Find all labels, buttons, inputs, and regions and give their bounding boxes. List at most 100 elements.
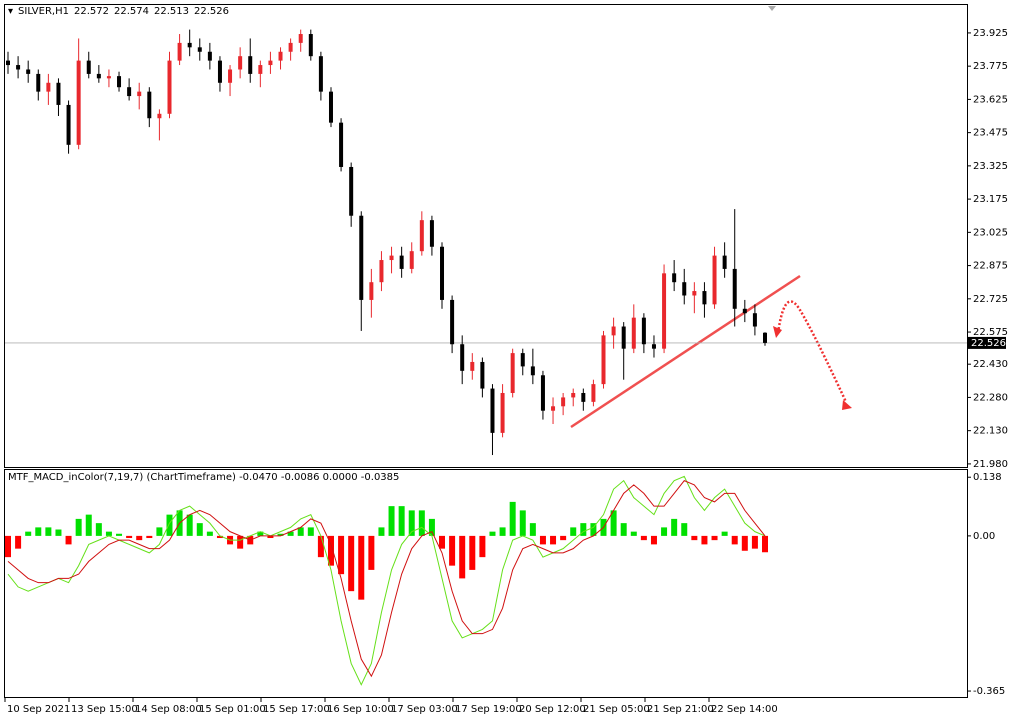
candle-body: [177, 42, 182, 61]
histogram-bar: [529, 523, 536, 536]
histogram-bar: [388, 506, 395, 536]
candle-body: [127, 87, 132, 97]
histogram-bar: [166, 514, 173, 536]
histogram-bar: [196, 523, 203, 536]
candle-body: [651, 344, 656, 349]
y-tick-label: 23.475: [973, 128, 1008, 139]
histogram-bar: [75, 518, 82, 536]
candle-body: [167, 60, 172, 114]
y-tick-label: 0.00: [973, 531, 995, 542]
candle-body: [510, 353, 515, 393]
y-tick-label: 23.775: [973, 61, 1008, 72]
candle-body: [692, 291, 697, 296]
x-tick-label: 10 Sep 2021: [7, 704, 70, 715]
histogram-bar: [45, 527, 52, 536]
candle-body: [117, 76, 122, 88]
candle-body: [147, 91, 152, 119]
candle-body: [732, 268, 737, 309]
histogram-bar: [25, 531, 32, 536]
candle-body: [440, 246, 445, 300]
histogram-bar: [711, 535, 718, 541]
header-open: 22.572: [73, 6, 109, 17]
histogram-bar: [762, 535, 768, 553]
histogram-bar: [287, 531, 294, 536]
candle-body: [752, 313, 757, 327]
candle-body: [379, 260, 384, 283]
candle-body: [611, 326, 616, 336]
x-tick-label: 22 Sep 14:00: [711, 704, 778, 715]
y-tick-label: 23.025: [973, 227, 1008, 238]
histogram-bar: [590, 523, 597, 536]
candle-body: [591, 384, 596, 402]
current-price-label: 22.526: [971, 338, 1006, 349]
candle-body: [328, 91, 333, 123]
candle-body: [540, 375, 545, 411]
candle-body: [702, 291, 707, 305]
histogram-bar: [378, 527, 385, 536]
histogram-bar: [570, 527, 577, 536]
histogram-bar: [398, 506, 405, 536]
candle-body: [601, 335, 606, 385]
candle-body: [137, 91, 142, 97]
histogram-bar: [317, 535, 324, 558]
histogram-bar: [418, 510, 425, 536]
panel-marker: [768, 6, 776, 11]
candle-body: [238, 56, 243, 70]
arrow-head: [773, 326, 782, 338]
histogram-bar: [550, 535, 557, 545]
y-tick-label: 0.138: [973, 472, 1002, 483]
x-tick-label: 15 Sep 01:00: [199, 704, 266, 715]
candle-body: [631, 317, 636, 349]
current-price-box: [968, 336, 1006, 349]
histogram-bar: [428, 518, 435, 536]
x-tick-label: 13 Sep 15:00: [71, 704, 138, 715]
indicator-panel-frame: [4, 469, 968, 698]
candle-body: [480, 361, 485, 389]
candle-body: [551, 406, 556, 411]
histogram-bar: [691, 535, 698, 541]
candle-body: [500, 392, 505, 433]
histogram-bar: [630, 531, 637, 536]
histogram-bar: [126, 535, 133, 539]
candle-body: [298, 34, 303, 43]
histogram-bar: [368, 535, 375, 570]
histogram-bar: [661, 527, 668, 536]
candle-body: [217, 60, 222, 83]
candle-body: [349, 166, 354, 216]
candle-body: [682, 282, 687, 296]
candle-body: [26, 69, 31, 74]
candle-body: [76, 60, 81, 145]
y-tick-label: 22.130: [973, 426, 1008, 437]
y-tick-label: 23.175: [973, 194, 1008, 205]
candle-body: [581, 392, 586, 402]
histogram-bar: [237, 535, 244, 549]
candle-body: [389, 255, 394, 261]
histogram-bar: [539, 535, 546, 545]
histogram-bar: [560, 535, 567, 541]
candle-body: [530, 366, 535, 376]
histogram-bar: [469, 535, 476, 570]
candle-body: [409, 251, 414, 269]
candle-body: [561, 397, 566, 407]
histogram-bar: [95, 523, 102, 536]
x-tick-label: 17 Sep 19:00: [455, 704, 522, 715]
y-tick-label: 22.280: [973, 392, 1008, 403]
x-tick-label: 21 Sep 21:00: [647, 704, 714, 715]
y-tick-label: 22.430: [973, 359, 1008, 370]
candle-body: [490, 388, 495, 433]
histogram-bar: [439, 535, 446, 549]
main-panel-frame: [4, 4, 968, 468]
histogram-bar: [156, 527, 163, 536]
candle-body: [712, 255, 717, 305]
histogram-bar: [206, 531, 213, 536]
candle-body: [187, 42, 192, 48]
x-tick-label: 17 Sep 03:00: [391, 704, 458, 715]
candle-body: [308, 34, 313, 57]
trend-line: [570, 274, 801, 429]
symbol: SILVER,H1: [18, 6, 69, 17]
candle-body: [46, 82, 51, 92]
header-high: 22.574: [113, 6, 149, 17]
candle-body: [641, 317, 646, 345]
